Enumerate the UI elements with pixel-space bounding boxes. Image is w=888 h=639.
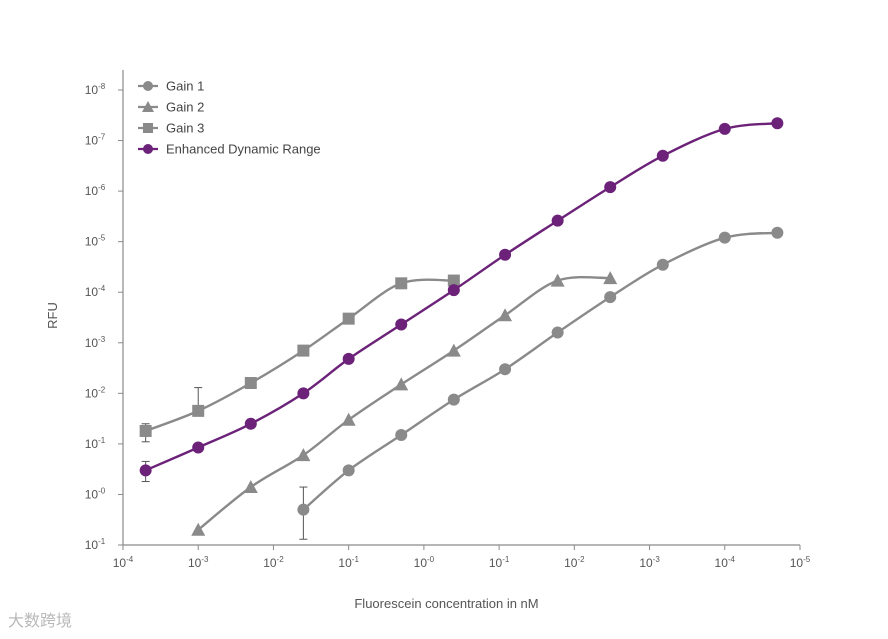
y-tick-label: 10-4 [85,284,106,299]
data-point [395,277,408,290]
x-tick-label: 10-1 [489,555,510,570]
data-point [551,214,564,227]
x-tick-label: 10-5 [790,555,811,570]
data-point [341,412,356,426]
legend-item: Gain 3 [138,121,204,136]
data-point [139,464,152,477]
x-axis-label: Fluorescein concentration in nM [354,596,538,611]
data-point [446,343,461,357]
legend-item: Gain 1 [138,79,204,94]
legend-label: Gain 1 [166,79,204,94]
data-point [342,312,355,325]
y-tick-label: 10-8 [85,82,106,97]
data-point [297,344,310,357]
series-gain-3 [139,274,460,443]
data-point [395,428,408,441]
y-axis-label: RFU [45,302,60,329]
y-tick-label: 10-5 [85,234,106,249]
data-point [297,503,310,516]
y-tick-label: 10-0 [85,486,106,501]
data-point [551,326,564,339]
x-tick-label: 10-3 [188,555,209,570]
x-tick-label: 10-4 [715,555,736,570]
legend-label: Gain 2 [166,100,204,115]
legend-item: Gain 2 [138,100,204,115]
data-point [244,417,257,430]
data-point [656,149,669,162]
data-point [604,181,617,194]
data-point [771,117,784,130]
data-point [191,522,206,536]
data-point [342,464,355,477]
data-point [656,258,669,271]
legend-label: Enhanced Dynamic Range [166,142,321,157]
series-gain-2 [191,271,618,536]
series-line [145,122,778,472]
x-tick-label: 10-1 [338,555,359,570]
data-point [498,308,513,322]
data-point [499,248,512,261]
data-point [296,448,311,462]
y-tick-label: 10-1 [85,436,106,451]
series-line [197,275,611,531]
data-point [550,273,565,287]
legend-marker [143,144,153,154]
legend-item: Enhanced Dynamic Range [138,142,321,157]
x-tick-label: 10-0 [414,555,435,570]
watermark: 大数跨境 [8,607,72,631]
x-tick-label: 10-2 [263,555,284,570]
series-gain-1 [297,226,784,540]
legend: Gain 1 Gain 2 Gain 3 Enhanced Dynamic Range [138,79,321,157]
data-point [297,387,310,400]
y-tick-label: 10-6 [85,183,106,198]
data-point [395,318,408,331]
legend-marker [142,101,154,112]
legend-label: Gain 3 [166,121,204,136]
legend-marker [143,123,153,133]
data-point [243,480,258,494]
data-point [139,424,152,437]
data-point [604,291,617,304]
data-point [447,274,460,287]
y-tick-label: 10-1 [85,537,106,552]
legend-marker [143,81,153,91]
data-point [447,284,460,297]
data-point [771,226,784,239]
y-tick-label: 10-3 [85,335,106,350]
data-point [603,271,618,285]
data-point [244,377,257,390]
x-tick-label: 10-2 [564,555,585,570]
series-enhanced-dynamic-range [139,117,784,483]
data-point [718,231,731,244]
data-point [192,441,205,454]
data-point [394,377,409,391]
data-point [342,352,355,365]
data-point [447,393,460,406]
x-tick-label: 10-3 [639,555,660,570]
data-point [499,363,512,376]
x-tick-label: 10-4 [113,555,134,570]
watermark-text: 大数跨境 [8,611,73,630]
series-line [302,231,778,511]
data-point [192,404,205,417]
y-tick-label: 10-7 [85,133,106,148]
y-tick-label: 10-2 [85,385,106,400]
data-point [718,122,731,135]
